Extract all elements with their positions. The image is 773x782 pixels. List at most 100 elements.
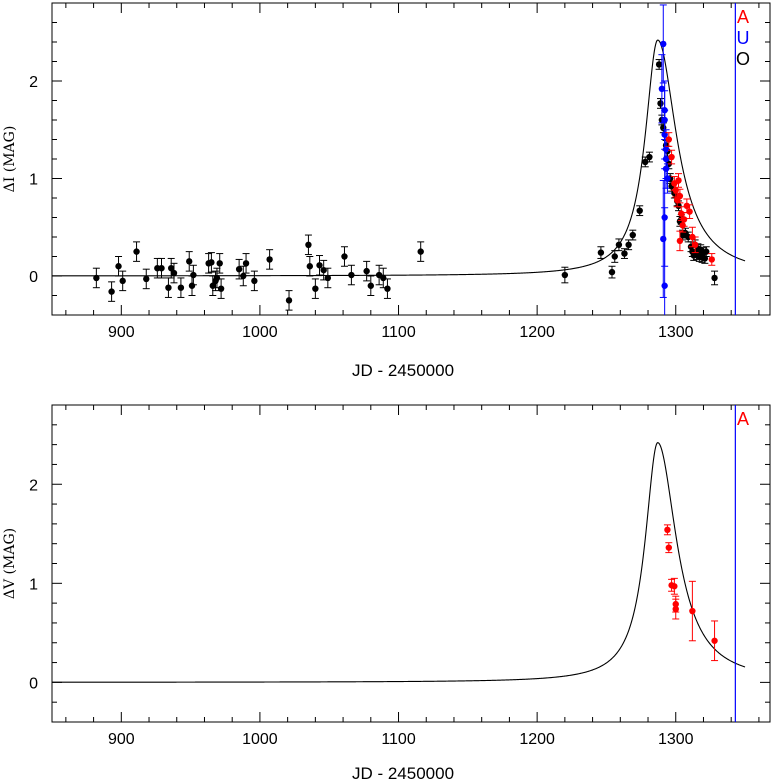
top-series-o-point	[324, 274, 332, 282]
top-x-tick-label: 900	[108, 324, 135, 341]
bottom-series-a-point	[689, 607, 696, 615]
top-x-tick-label: 1100	[381, 324, 416, 341]
bottom-x-tick-label: 900	[108, 731, 135, 748]
top-series-o-point	[190, 271, 197, 279]
bottom-series-a-point	[664, 526, 671, 534]
top-series-a-point	[668, 153, 675, 161]
top-model-curve	[52, 39, 746, 277]
bottom-y-tick-label: 0	[29, 675, 38, 692]
top-series-o-point	[186, 258, 193, 265]
top-series-u-point	[660, 235, 667, 243]
top-series-o-point	[165, 284, 172, 291]
top-series-o-point	[158, 265, 165, 272]
top-series-o-point	[597, 249, 605, 256]
top-series-o-point	[711, 274, 718, 282]
top-series-o-point	[93, 274, 100, 282]
top-series-o-point	[208, 259, 215, 266]
top-y-tick-label: 1	[29, 172, 38, 189]
top-series-o-point	[242, 260, 250, 267]
top-series-o-point	[629, 231, 636, 239]
bottom-model-curve	[52, 442, 746, 683]
top-series-o-point	[119, 277, 126, 285]
top-series-o-point	[608, 268, 616, 276]
top-series-a-point	[686, 208, 693, 215]
top-series-o-point	[216, 260, 223, 267]
top-series-a-point	[672, 187, 679, 194]
bottom-x-axis-label: JD - 2450000	[352, 764, 454, 782]
bottom-series-a-point	[665, 544, 673, 551]
top-series-o-point	[380, 274, 387, 282]
bottom-x-tick-label: 1000	[242, 731, 278, 748]
top-x-axis-label: JD - 2450000	[352, 361, 454, 380]
top-series-u-point	[661, 282, 668, 289]
top-series-a-point	[691, 241, 699, 248]
bottom-legend-entry-a: A	[737, 409, 749, 429]
top-series-o-point	[646, 153, 653, 161]
top-series-o-point	[115, 263, 122, 270]
top-series-o-point	[213, 274, 221, 282]
top-series-o-point	[703, 248, 710, 255]
top-x-tick-label: 1200	[519, 324, 555, 341]
bottom-y-axis-label: ΔV (MAG)	[2, 528, 18, 599]
bottom-series-a-point	[711, 637, 718, 644]
top-series-u-point	[662, 155, 670, 163]
bottom-panel-v-band: 900 1000 1100 1200 1300 0 1 2 JD - 2450000 ΔV (MA…	[2, 404, 771, 782]
top-series-o-point	[168, 265, 175, 272]
top-data-layer	[52, 3, 746, 315]
top-series-o-point	[306, 263, 314, 270]
top-series-o-point	[363, 267, 370, 275]
top-series-o-point	[384, 285, 391, 292]
top-x-tick-label: 1300	[658, 324, 694, 341]
top-legend-entry-o: O	[736, 49, 750, 69]
top-series-a-point	[678, 210, 685, 217]
bottom-data-layer	[52, 405, 746, 722]
bottom-x-tick-label: 1200	[519, 731, 555, 748]
top-series-o-point	[235, 265, 243, 273]
top-series-o-point	[312, 285, 319, 292]
top-series-o-point	[625, 241, 632, 248]
top-series-o-point	[251, 277, 258, 285]
bottom-x-tick-label: 1300	[658, 731, 694, 748]
top-series-o-point	[240, 272, 247, 280]
top-series-o-point	[636, 207, 643, 214]
top-series-a-point	[680, 216, 688, 223]
top-series-a-point	[683, 202, 691, 209]
top-series-o-point	[316, 262, 323, 269]
top-series-u-point	[660, 40, 667, 48]
top-series-o-point	[615, 241, 623, 248]
top-series-o-point	[417, 248, 424, 255]
top-series-o-point	[188, 282, 196, 289]
top-series-o-point	[108, 288, 115, 295]
top-series-o-point	[348, 271, 355, 279]
bottom-series-a-point	[671, 583, 678, 590]
top-series-o-point	[266, 256, 273, 263]
top-legend-entry-a: A	[737, 7, 749, 27]
top-y-tick-label: 2	[29, 74, 38, 91]
top-series-o-point	[341, 253, 348, 260]
top-series-o-point	[285, 297, 293, 304]
top-series-a-point	[708, 256, 715, 263]
bottom-y-tick-label: 1	[29, 576, 38, 593]
top-series-o-point	[642, 158, 649, 166]
bottom-y-tick-label: 2	[29, 477, 38, 494]
top-series-a-point	[676, 192, 684, 200]
top-series-o-point	[621, 250, 628, 257]
top-series-o-point	[611, 253, 618, 260]
top-series-a-point	[665, 136, 673, 143]
top-x-tick-label: 1000	[242, 324, 278, 341]
bottom-x-tick-label: 1100	[381, 731, 416, 748]
top-series-o-point	[143, 275, 150, 283]
top-series-o-point	[367, 282, 375, 289]
top-y-axis-label: ΔI (MAG)	[2, 126, 18, 193]
top-series-o-point	[305, 241, 312, 248]
bottom-series-a-point	[672, 605, 679, 613]
top-series-o-point	[133, 248, 140, 255]
top-series-a-point	[679, 222, 686, 229]
top-series-u-point	[661, 107, 668, 114]
top-series-o-point	[561, 271, 569, 279]
top-series-o-point	[217, 285, 225, 292]
top-series-o-point	[177, 284, 185, 291]
top-series-o-point	[170, 269, 178, 277]
top-y-tick-label: 0	[29, 269, 38, 286]
